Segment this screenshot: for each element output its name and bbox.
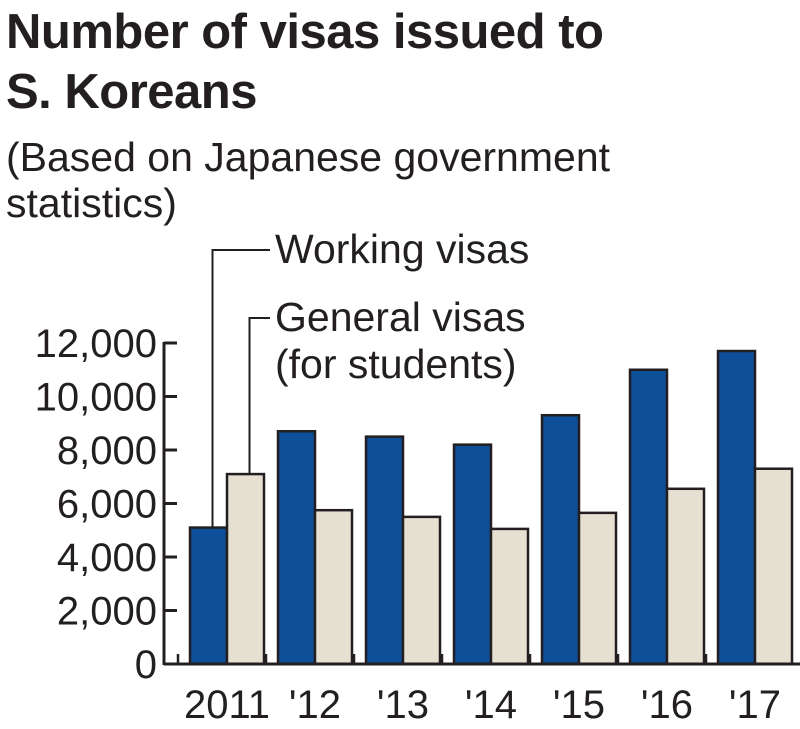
y-tick-label: 0 (135, 643, 157, 687)
bar-working-1 (276, 430, 317, 666)
bar-working-6 (716, 349, 757, 666)
x-tick-label: '13 (377, 683, 429, 727)
legend-label-working: Working visas (275, 226, 529, 272)
y-tick-label: 12,000 (35, 322, 157, 366)
chart-subtitle-line-2: statistics) (6, 180, 177, 226)
bar-working-4 (540, 413, 581, 666)
chart-subtitle-line-1: (Based on Japanese government (6, 134, 611, 180)
x-tick-label: '17 (729, 683, 781, 727)
bar-general-3 (489, 527, 530, 666)
bar-general-6 (753, 467, 794, 666)
y-tick-label: 4,000 (57, 536, 157, 580)
x-tick-label: '14 (465, 683, 517, 727)
bar-general-2 (401, 515, 442, 666)
y-tick-label: 6,000 (57, 483, 157, 527)
bar-working-0 (188, 526, 229, 666)
y-tick-label: 10,000 (35, 376, 157, 420)
bar-general-0 (225, 472, 266, 666)
legend-leader-working (211, 249, 270, 528)
x-tick-label: '15 (553, 683, 605, 727)
x-tick-label: 2011 (184, 683, 270, 727)
legend-label-general-note: (for students) (275, 341, 517, 387)
bar-general-5 (665, 487, 706, 666)
chart-title-line-1: Number of visas issued to (6, 5, 604, 59)
bar-general-4 (577, 511, 618, 666)
bar-working-3 (452, 443, 493, 666)
bar-general-1 (313, 508, 354, 666)
legend-label-general: General visas (275, 294, 526, 340)
x-tick-label: '16 (641, 683, 693, 727)
x-tick-label: '12 (289, 683, 341, 727)
y-tick-label: 8,000 (57, 429, 157, 473)
legend-leader-general (248, 317, 270, 475)
chart-title-line-2: S. Koreans (6, 65, 257, 119)
y-tick-label: 2,000 (57, 590, 157, 634)
bar-working-5 (628, 368, 669, 666)
bar-working-2 (364, 435, 405, 666)
